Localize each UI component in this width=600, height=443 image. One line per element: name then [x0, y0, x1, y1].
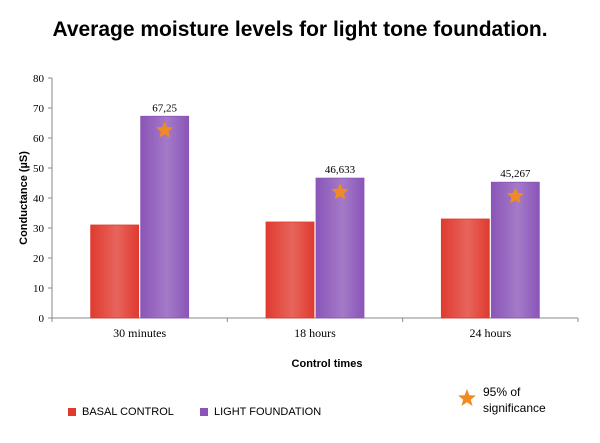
- significance-line-2: significance: [483, 401, 546, 415]
- significance-star: [156, 121, 174, 138]
- data-label: 46,633: [325, 164, 356, 176]
- significance-text: 95% of significance: [483, 384, 593, 416]
- x-tick-label: 18 hours: [294, 326, 336, 340]
- chart-title: Average moisture levels for light tone f…: [52, 18, 548, 41]
- y-tick-label: 30: [33, 223, 45, 235]
- y-tick-label: 10: [33, 283, 45, 295]
- significance-line-1: 95% of: [483, 385, 521, 399]
- y-tick-label: 50: [33, 163, 45, 175]
- significance-note: 95% of significance: [457, 384, 593, 416]
- bar-basal-control: [440, 218, 490, 319]
- x-tick-label: 24 hours: [469, 326, 511, 340]
- significance-star: [506, 187, 524, 204]
- y-tick-label: 20: [33, 253, 45, 265]
- data-label: 67,25: [152, 102, 177, 114]
- y-axis-title: Conductance (µS): [18, 151, 30, 245]
- legend-item-light: LIGHT FOUNDATION: [200, 406, 321, 418]
- significance-star: [331, 183, 349, 200]
- x-axis-title: Control times: [292, 358, 363, 370]
- y-tick-label: 0: [39, 313, 45, 325]
- bar-light-foundation: [490, 181, 540, 319]
- y-tick-label: 60: [33, 133, 45, 145]
- star-icon: [458, 389, 476, 406]
- y-tick-label: 80: [33, 73, 45, 85]
- legend-swatch-basal: [68, 408, 76, 416]
- y-tick-label: 40: [33, 193, 45, 205]
- x-tick-label: 30 minutes: [113, 326, 166, 340]
- data-label: 45,267: [500, 168, 531, 180]
- bar-light-foundation: [315, 177, 365, 319]
- legend-swatch-light: [200, 408, 208, 416]
- y-tick-label: 70: [33, 103, 45, 115]
- legend-item-basal: BASAL CONTROL: [68, 406, 174, 418]
- bar-basal-control: [90, 224, 140, 319]
- legend-label-basal: BASAL CONTROL: [82, 406, 174, 418]
- bar-basal-control: [265, 221, 315, 319]
- bar-light-foundation: [140, 115, 190, 319]
- legend-label-light: LIGHT FOUNDATION: [214, 406, 322, 418]
